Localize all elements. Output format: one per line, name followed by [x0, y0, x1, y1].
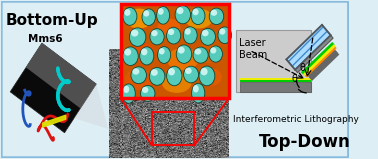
Ellipse shape — [131, 30, 138, 37]
Bar — [240, 78, 311, 80]
Ellipse shape — [129, 28, 146, 46]
Ellipse shape — [142, 87, 149, 93]
Ellipse shape — [124, 48, 131, 56]
Bar — [236, 30, 311, 92]
Ellipse shape — [143, 10, 149, 17]
Text: Mms6: Mms6 — [28, 34, 63, 44]
Polygon shape — [10, 43, 96, 133]
Bar — [240, 80, 311, 83]
Ellipse shape — [199, 66, 215, 86]
Ellipse shape — [176, 45, 192, 63]
Ellipse shape — [151, 69, 158, 76]
Ellipse shape — [125, 68, 153, 90]
Polygon shape — [26, 43, 96, 108]
Text: θ: θ — [299, 63, 305, 73]
Ellipse shape — [211, 10, 217, 16]
Ellipse shape — [201, 68, 208, 75]
Polygon shape — [291, 31, 331, 70]
Ellipse shape — [142, 9, 155, 25]
Ellipse shape — [123, 47, 138, 66]
Ellipse shape — [209, 46, 222, 62]
Ellipse shape — [158, 8, 164, 15]
Ellipse shape — [168, 68, 175, 75]
Ellipse shape — [185, 68, 192, 74]
Text: Laser
Beam: Laser Beam — [239, 38, 268, 60]
Ellipse shape — [140, 47, 154, 65]
Ellipse shape — [150, 29, 164, 45]
FancyBboxPatch shape — [2, 2, 348, 157]
Polygon shape — [287, 25, 331, 70]
Ellipse shape — [166, 27, 181, 44]
Ellipse shape — [178, 47, 185, 54]
Ellipse shape — [192, 9, 199, 15]
Ellipse shape — [194, 43, 222, 63]
Text: Top-Down: Top-Down — [259, 133, 350, 151]
Text: Bottom-Up: Bottom-Up — [5, 13, 98, 28]
Ellipse shape — [200, 28, 215, 45]
Bar — [152, 112, 194, 145]
Ellipse shape — [130, 43, 155, 63]
Ellipse shape — [156, 7, 170, 24]
Ellipse shape — [218, 27, 232, 44]
Ellipse shape — [125, 9, 153, 28]
Ellipse shape — [210, 47, 216, 54]
Ellipse shape — [167, 48, 199, 70]
Ellipse shape — [209, 8, 224, 25]
Polygon shape — [295, 35, 333, 73]
Ellipse shape — [167, 66, 182, 86]
Ellipse shape — [193, 85, 199, 93]
Ellipse shape — [184, 28, 191, 35]
Bar — [240, 82, 311, 92]
Ellipse shape — [177, 7, 183, 14]
Ellipse shape — [158, 47, 171, 63]
Text: θ: θ — [291, 74, 297, 84]
Ellipse shape — [195, 48, 201, 55]
Bar — [121, 4, 229, 98]
Ellipse shape — [141, 85, 155, 101]
Ellipse shape — [123, 86, 129, 93]
Ellipse shape — [192, 83, 205, 103]
Ellipse shape — [151, 30, 158, 36]
Ellipse shape — [123, 7, 137, 25]
Ellipse shape — [124, 9, 130, 16]
Polygon shape — [74, 84, 108, 129]
Ellipse shape — [149, 68, 165, 85]
Ellipse shape — [131, 67, 146, 84]
Ellipse shape — [199, 68, 222, 86]
Ellipse shape — [162, 73, 192, 93]
Ellipse shape — [183, 27, 197, 44]
Ellipse shape — [202, 30, 209, 36]
Ellipse shape — [185, 9, 213, 28]
Ellipse shape — [132, 68, 139, 75]
Ellipse shape — [193, 47, 208, 63]
Text: Interferometric Lithography: Interferometric Lithography — [233, 115, 359, 124]
Ellipse shape — [219, 28, 225, 35]
Ellipse shape — [184, 66, 198, 83]
Bar — [121, 4, 229, 98]
Ellipse shape — [168, 29, 174, 35]
Ellipse shape — [141, 48, 147, 55]
Ellipse shape — [122, 84, 135, 103]
Ellipse shape — [175, 6, 191, 24]
Ellipse shape — [157, 19, 180, 36]
Ellipse shape — [191, 7, 205, 24]
Ellipse shape — [159, 48, 165, 55]
